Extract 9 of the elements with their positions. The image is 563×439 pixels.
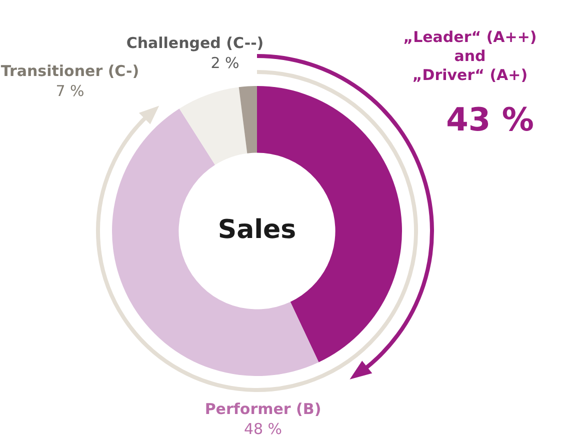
data-label: 48 % <box>244 420 282 438</box>
slice-label: Challenged (C--) <box>126 34 264 52</box>
data-label: 7 % <box>56 82 84 100</box>
slice-label: „Leader“ (A++) and „Driver“ (A+) <box>403 28 537 84</box>
text: Sales <box>218 214 296 245</box>
slice-label: Performer (B) <box>204 400 322 418</box>
data-label: 43 % <box>446 100 534 138</box>
slice-label: Transitioner (C-) <box>0 62 140 80</box>
data-label: 2 % <box>210 54 240 72</box>
